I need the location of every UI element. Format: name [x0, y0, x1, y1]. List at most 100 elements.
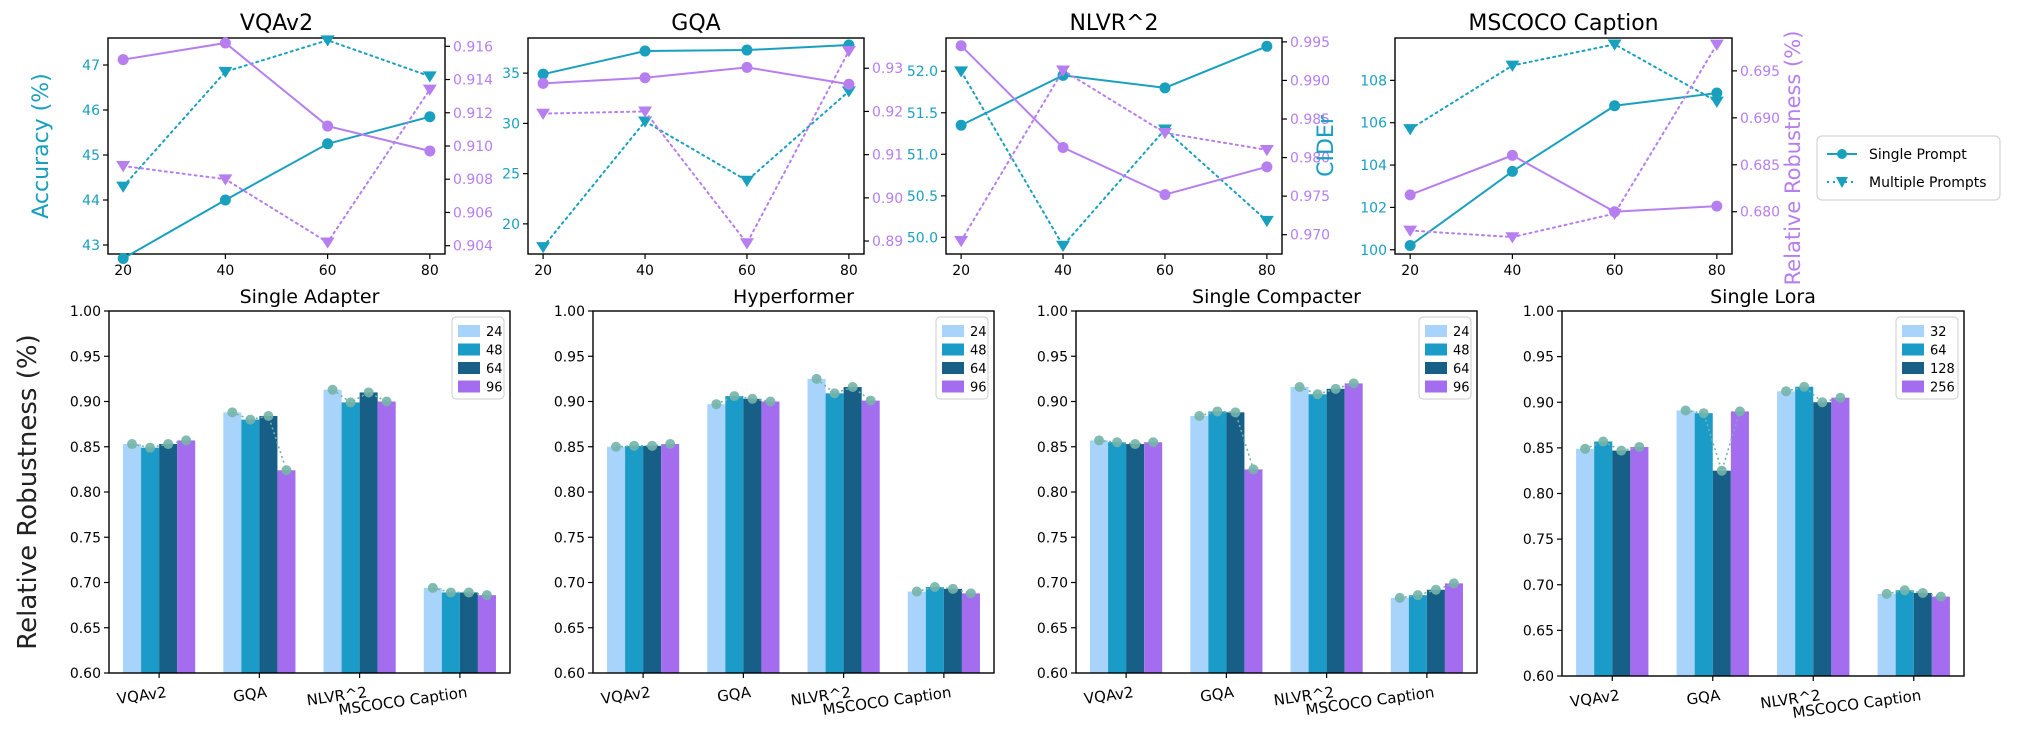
- bar: [861, 400, 880, 673]
- bar-top-marker: [445, 587, 456, 598]
- y-tick-label: 102: [1360, 200, 1387, 216]
- panel-title: Single Lora: [1710, 286, 1816, 308]
- bar-top-marker: [1430, 584, 1441, 595]
- data-point: [116, 181, 131, 193]
- y-tick-label: 0.70: [1523, 578, 1554, 594]
- y2-tick-label: 0.914: [453, 73, 493, 89]
- bar-top-marker: [911, 586, 922, 597]
- y-tick-label: 100: [1360, 243, 1387, 259]
- y-tick-label: 104: [1360, 158, 1387, 174]
- data-point: [954, 66, 969, 78]
- legend: Single Prompt Multiple Prompts: [1816, 135, 2001, 201]
- legend-swatch: [1902, 325, 1924, 337]
- data-point: [841, 46, 856, 58]
- legend-label: 64: [970, 362, 987, 377]
- x-tick-label: 20: [952, 263, 970, 279]
- bar: [1913, 592, 1932, 676]
- y2-tick-label: 0.970: [1290, 228, 1330, 244]
- x-tick-label: 80: [840, 263, 858, 279]
- legend-swatch: [942, 362, 964, 374]
- bar-top-marker: [1616, 445, 1627, 456]
- x-tick-label: 20: [114, 263, 132, 279]
- bar-top-marker: [1294, 382, 1305, 393]
- data-point: [955, 119, 967, 131]
- y-tick-label: 46: [82, 103, 100, 119]
- plot-frame: [592, 310, 995, 674]
- bar-top-marker: [281, 465, 292, 476]
- y-tick-label: 44: [82, 193, 100, 209]
- bar-top-marker: [1781, 386, 1792, 397]
- bar: [1308, 394, 1327, 673]
- bar-top-marker: [181, 435, 192, 446]
- line-panel-4: MSCOCO Caption 20 40 60 80 100 102 104 106 108 0.6…: [1314, 11, 2001, 285]
- data-point: [322, 138, 334, 150]
- data-point: [537, 68, 549, 80]
- bar-trend-line: [916, 586, 972, 595]
- data-point: [843, 78, 855, 90]
- bar: [1390, 597, 1409, 673]
- y2-tick-label: 0.685: [1740, 158, 1780, 174]
- series-line: [1409, 154, 1718, 213]
- y-tick-label: 1.00: [1037, 304, 1068, 320]
- y2-tick-label: 0.91: [872, 148, 903, 164]
- bar-top-marker: [1899, 585, 1910, 596]
- data-point: [117, 54, 129, 66]
- data-point: [639, 72, 651, 84]
- y2-tick-label: 0.680: [1740, 205, 1780, 221]
- legend-swatch: [458, 325, 480, 337]
- bar: [1326, 388, 1345, 673]
- data-point: [1711, 87, 1723, 99]
- bar: [1244, 469, 1263, 673]
- bar-top-marker: [381, 396, 392, 407]
- bar: [259, 415, 278, 673]
- bar-top-marker: [647, 440, 658, 451]
- panel-title: MSCOCO Caption: [1468, 11, 1658, 36]
- bottom-y-axis-label: Relative Robustness (%): [13, 334, 43, 649]
- y2-tick-label: 0.908: [453, 172, 493, 188]
- bar-top-marker: [1835, 392, 1846, 403]
- legend-swatch: [942, 325, 964, 337]
- x-tick-label: GQA: [1685, 686, 1722, 709]
- bar-trend-line: [1199, 410, 1255, 470]
- legend-label: 48: [1453, 344, 1470, 359]
- bar-top-marker: [1248, 464, 1259, 475]
- y-tick-label: 0.80: [554, 485, 585, 501]
- legend-box: [1895, 316, 1959, 400]
- x-tick-label: VQAv2: [1569, 686, 1621, 711]
- y-tick-label: 0.80: [70, 485, 101, 501]
- x-tick-label: 80: [421, 263, 439, 279]
- legend-swatch: [1425, 325, 1447, 337]
- x-tick-label: GQA: [716, 683, 753, 706]
- x-tick-label: GQA: [232, 683, 269, 706]
- bar: [1594, 441, 1613, 676]
- data-point: [218, 66, 233, 79]
- bar: [843, 387, 862, 673]
- series-line: [542, 44, 850, 76]
- x-tick-label: 20: [534, 263, 552, 279]
- bar: [907, 591, 926, 673]
- legend-label: 24: [486, 325, 503, 340]
- data-point: [117, 253, 129, 264]
- bar: [1612, 450, 1631, 676]
- data-point: [320, 237, 335, 249]
- y-tick-label: 0.90: [1523, 395, 1554, 411]
- series-line: [960, 44, 1268, 196]
- y2-tick-label: 0.93: [872, 61, 903, 77]
- bar-top-marker: [245, 414, 256, 425]
- bar: [743, 398, 762, 673]
- bar-top-marker: [345, 397, 356, 408]
- y-tick-label: 0.95: [70, 349, 101, 365]
- data-point: [741, 61, 753, 73]
- bar-trend-line: [131, 439, 187, 449]
- bar: [159, 444, 178, 673]
- x-tick-label: 60: [1156, 263, 1174, 279]
- bar-top-marker: [1817, 397, 1828, 408]
- y-tick-label: 50.5: [907, 189, 938, 205]
- bar-top-marker: [1935, 591, 1946, 602]
- bar-top-marker: [865, 395, 876, 406]
- bar: [925, 587, 944, 673]
- data-point: [1403, 225, 1418, 237]
- plot-frame: [1075, 310, 1478, 674]
- data-point: [536, 108, 551, 120]
